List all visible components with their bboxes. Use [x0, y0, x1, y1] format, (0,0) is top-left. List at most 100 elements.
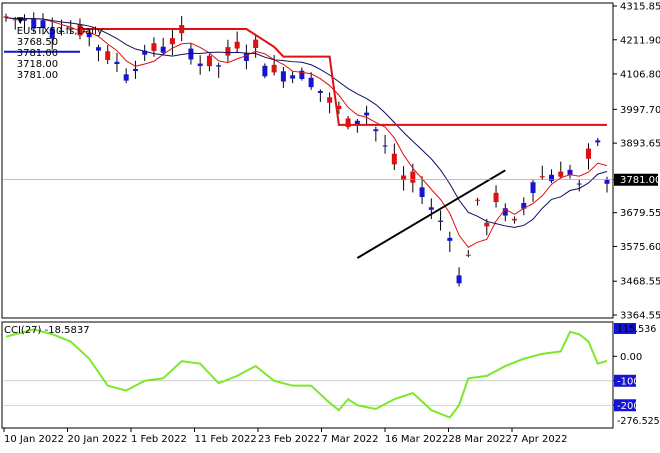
- candle-body: [502, 208, 508, 216]
- ohlc-close: 3781.00: [16, 70, 59, 81]
- candle-body: [253, 39, 259, 49]
- candle-body: [234, 41, 240, 49]
- candle-body: [401, 175, 407, 181]
- candle-body: [206, 55, 212, 67]
- price-tick-label: 3893.65: [620, 139, 660, 150]
- price-tick-label: 4211.90: [620, 35, 660, 46]
- candle-body: [271, 64, 277, 73]
- candle-body: [530, 182, 536, 193]
- ma-fast-line: [5, 17, 608, 248]
- ma-slow-line: [5, 17, 608, 228]
- main-panel-frame: [1, 2, 614, 319]
- candle-body: [354, 120, 360, 126]
- candle-body: [216, 65, 222, 67]
- candle-body: [317, 91, 323, 93]
- candle-body: [299, 70, 305, 79]
- candle-body: [308, 77, 314, 88]
- candle-body: [364, 112, 370, 116]
- date-tick-label: 1 Feb 2022: [131, 434, 187, 445]
- candle-body: [345, 118, 351, 128]
- cci-top-value: 115.536: [617, 324, 656, 335]
- candle-body: [31, 18, 37, 29]
- candle-body: [105, 51, 111, 61]
- price-badge: [614, 173, 658, 186]
- price-tick-label: 3364.55: [620, 311, 660, 322]
- trend-line: [356, 169, 506, 259]
- cci-panel-frame: [1, 321, 614, 429]
- symbol-icon: ▼: [16, 16, 24, 26]
- candle-body: [419, 187, 425, 197]
- candle-body: [262, 65, 268, 77]
- date-tick-label: 20 Jan 2022: [68, 434, 128, 445]
- price-tick-label: 3468.55: [620, 277, 660, 288]
- date-tick-label: 10 Jan 2022: [4, 434, 64, 445]
- price-badge-text: 3781.00: [620, 175, 660, 186]
- cci-tick-label: -200: [617, 401, 640, 412]
- price-tick-label: 4106.80: [620, 69, 660, 80]
- candle-body: [493, 192, 499, 203]
- candle-body: [512, 218, 518, 221]
- candle-body: [604, 179, 610, 184]
- cci-line: [5, 328, 608, 419]
- candle-body: [586, 148, 592, 159]
- date-tick-label: 16 Mar 2022: [385, 434, 448, 445]
- date-tick-label: 28 Mar 2022: [449, 434, 512, 445]
- symbol-legend: ▼ EUSTX50.fs,Daily 3768.50 3781.00 3718.…: [4, 4, 103, 92]
- candle-body: [465, 254, 471, 256]
- candle-body: [438, 220, 444, 222]
- price-tick-label: 3575.60: [620, 242, 660, 253]
- cci-tick-label: 0.00: [620, 352, 642, 363]
- candle-body: [12, 19, 18, 21]
- candle-body: [549, 174, 555, 182]
- ohlc-high: 3781.00: [16, 48, 59, 59]
- date-tick-label: 23 Feb 2022: [258, 434, 320, 445]
- candle-body: [3, 16, 9, 18]
- candle-body: [123, 74, 129, 81]
- candle-body: [95, 47, 101, 51]
- price-tick-label: 3997.70: [620, 105, 660, 116]
- price-tick-label: 3679.55: [620, 208, 660, 219]
- cci-top-badge: [614, 323, 636, 334]
- candle-body: [456, 275, 462, 284]
- candle-body: [49, 28, 55, 39]
- candle-body: [567, 169, 573, 175]
- candle-body: [58, 30, 64, 32]
- candle-body: [280, 71, 286, 82]
- candle-body: [225, 47, 231, 56]
- candle-body: [484, 222, 490, 227]
- ohlc-low: 3718.00: [16, 59, 59, 70]
- candle-body: [382, 145, 388, 147]
- symbol-name: EUSTX50.fs,Daily: [16, 26, 103, 37]
- price-tick-label: 4315.85: [620, 2, 660, 13]
- candle-body: [21, 18, 27, 21]
- candle-body: [428, 207, 434, 210]
- candle-body: [160, 46, 166, 53]
- candle-body: [521, 202, 527, 209]
- candle-body: [336, 105, 342, 110]
- date-tick-label: 7 Apr 2022: [512, 434, 567, 445]
- candle-body: [410, 171, 416, 183]
- candle-body: [142, 50, 148, 55]
- candle-body: [40, 20, 46, 29]
- candle-body: [576, 183, 582, 185]
- candle-body: [558, 171, 564, 177]
- cci-level-badge: [614, 374, 636, 387]
- ohlc-open: 3768.50: [16, 37, 59, 48]
- candle-body: [595, 140, 601, 143]
- candle-body: [86, 33, 92, 38]
- candle-body: [290, 75, 296, 79]
- candle-body: [243, 53, 249, 61]
- candle-body: [197, 63, 203, 66]
- trailing-stop-line: [79, 28, 607, 126]
- date-tick-label: 11 Feb 2022: [195, 434, 257, 445]
- candle-body: [132, 68, 138, 71]
- candle-body: [151, 43, 157, 51]
- cci-tick-label: -100: [617, 376, 640, 387]
- date-tick-label: 7 Mar 2022: [322, 434, 379, 445]
- candle-body: [539, 176, 545, 178]
- candle-body: [169, 38, 175, 45]
- candle-body: [68, 28, 74, 30]
